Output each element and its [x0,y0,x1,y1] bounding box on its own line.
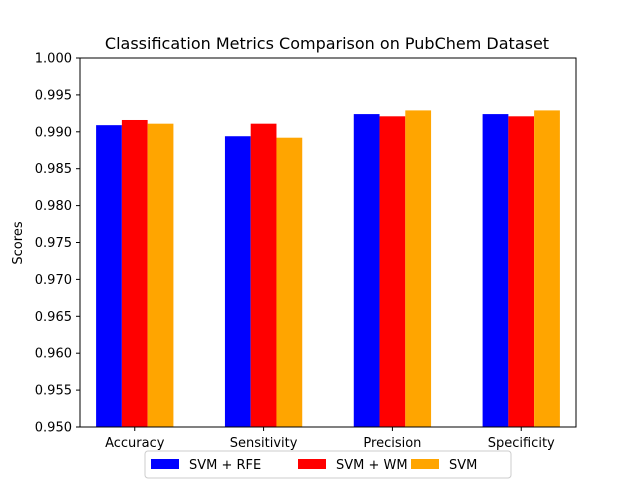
y-tick-label: 0.970 [35,273,72,288]
legend-swatch [298,459,326,469]
bar [224,136,251,428]
y-tick-label: 0.980 [35,199,72,214]
x-tick-label: Specificity [488,436,555,451]
y-axis-label: Scores [11,221,26,264]
legend-label: SVM + WM [336,458,408,473]
y-tick-label: 0.960 [35,347,72,362]
bar [121,119,148,428]
legend: SVM + RFE SVM + WM SVM [144,450,512,479]
y-tick-label: 0.990 [35,125,72,140]
bar [534,110,560,428]
bar [482,114,509,427]
y-tick-label: 0.995 [35,88,72,103]
bar [353,114,380,427]
y-tick-label: 0.965 [35,310,72,325]
bar [379,116,406,428]
bar [147,123,174,428]
legend-box [144,450,512,479]
x-tick-label: Precision [363,436,421,451]
legend-label: SVM + RFE [189,458,261,473]
legend-label: SVM [449,458,477,473]
chart-title: Classification Metrics Comparison on Pub… [105,34,549,53]
y-tick-label: 0.950 [35,421,72,436]
x-tick-label: Sensitivity [230,436,298,451]
y-tick-label: 1.000 [35,52,72,67]
bar [405,110,432,428]
axes-frame [79,57,577,428]
bar [276,137,303,427]
x-tick-label: Accuracy [105,436,165,451]
plot-area: 0.950 0.955 0.960 0.965 0.970 0.975 0.980 0.985… [35,52,577,451]
y-tick-label: 0.975 [35,236,72,251]
y-tick-label: 0.985 [35,162,72,177]
bar [250,123,277,428]
legend-swatch [151,459,179,469]
bar [96,125,122,427]
y-tick-label: 0.955 [35,384,72,399]
legend-swatch [411,459,439,469]
bar [508,116,535,428]
